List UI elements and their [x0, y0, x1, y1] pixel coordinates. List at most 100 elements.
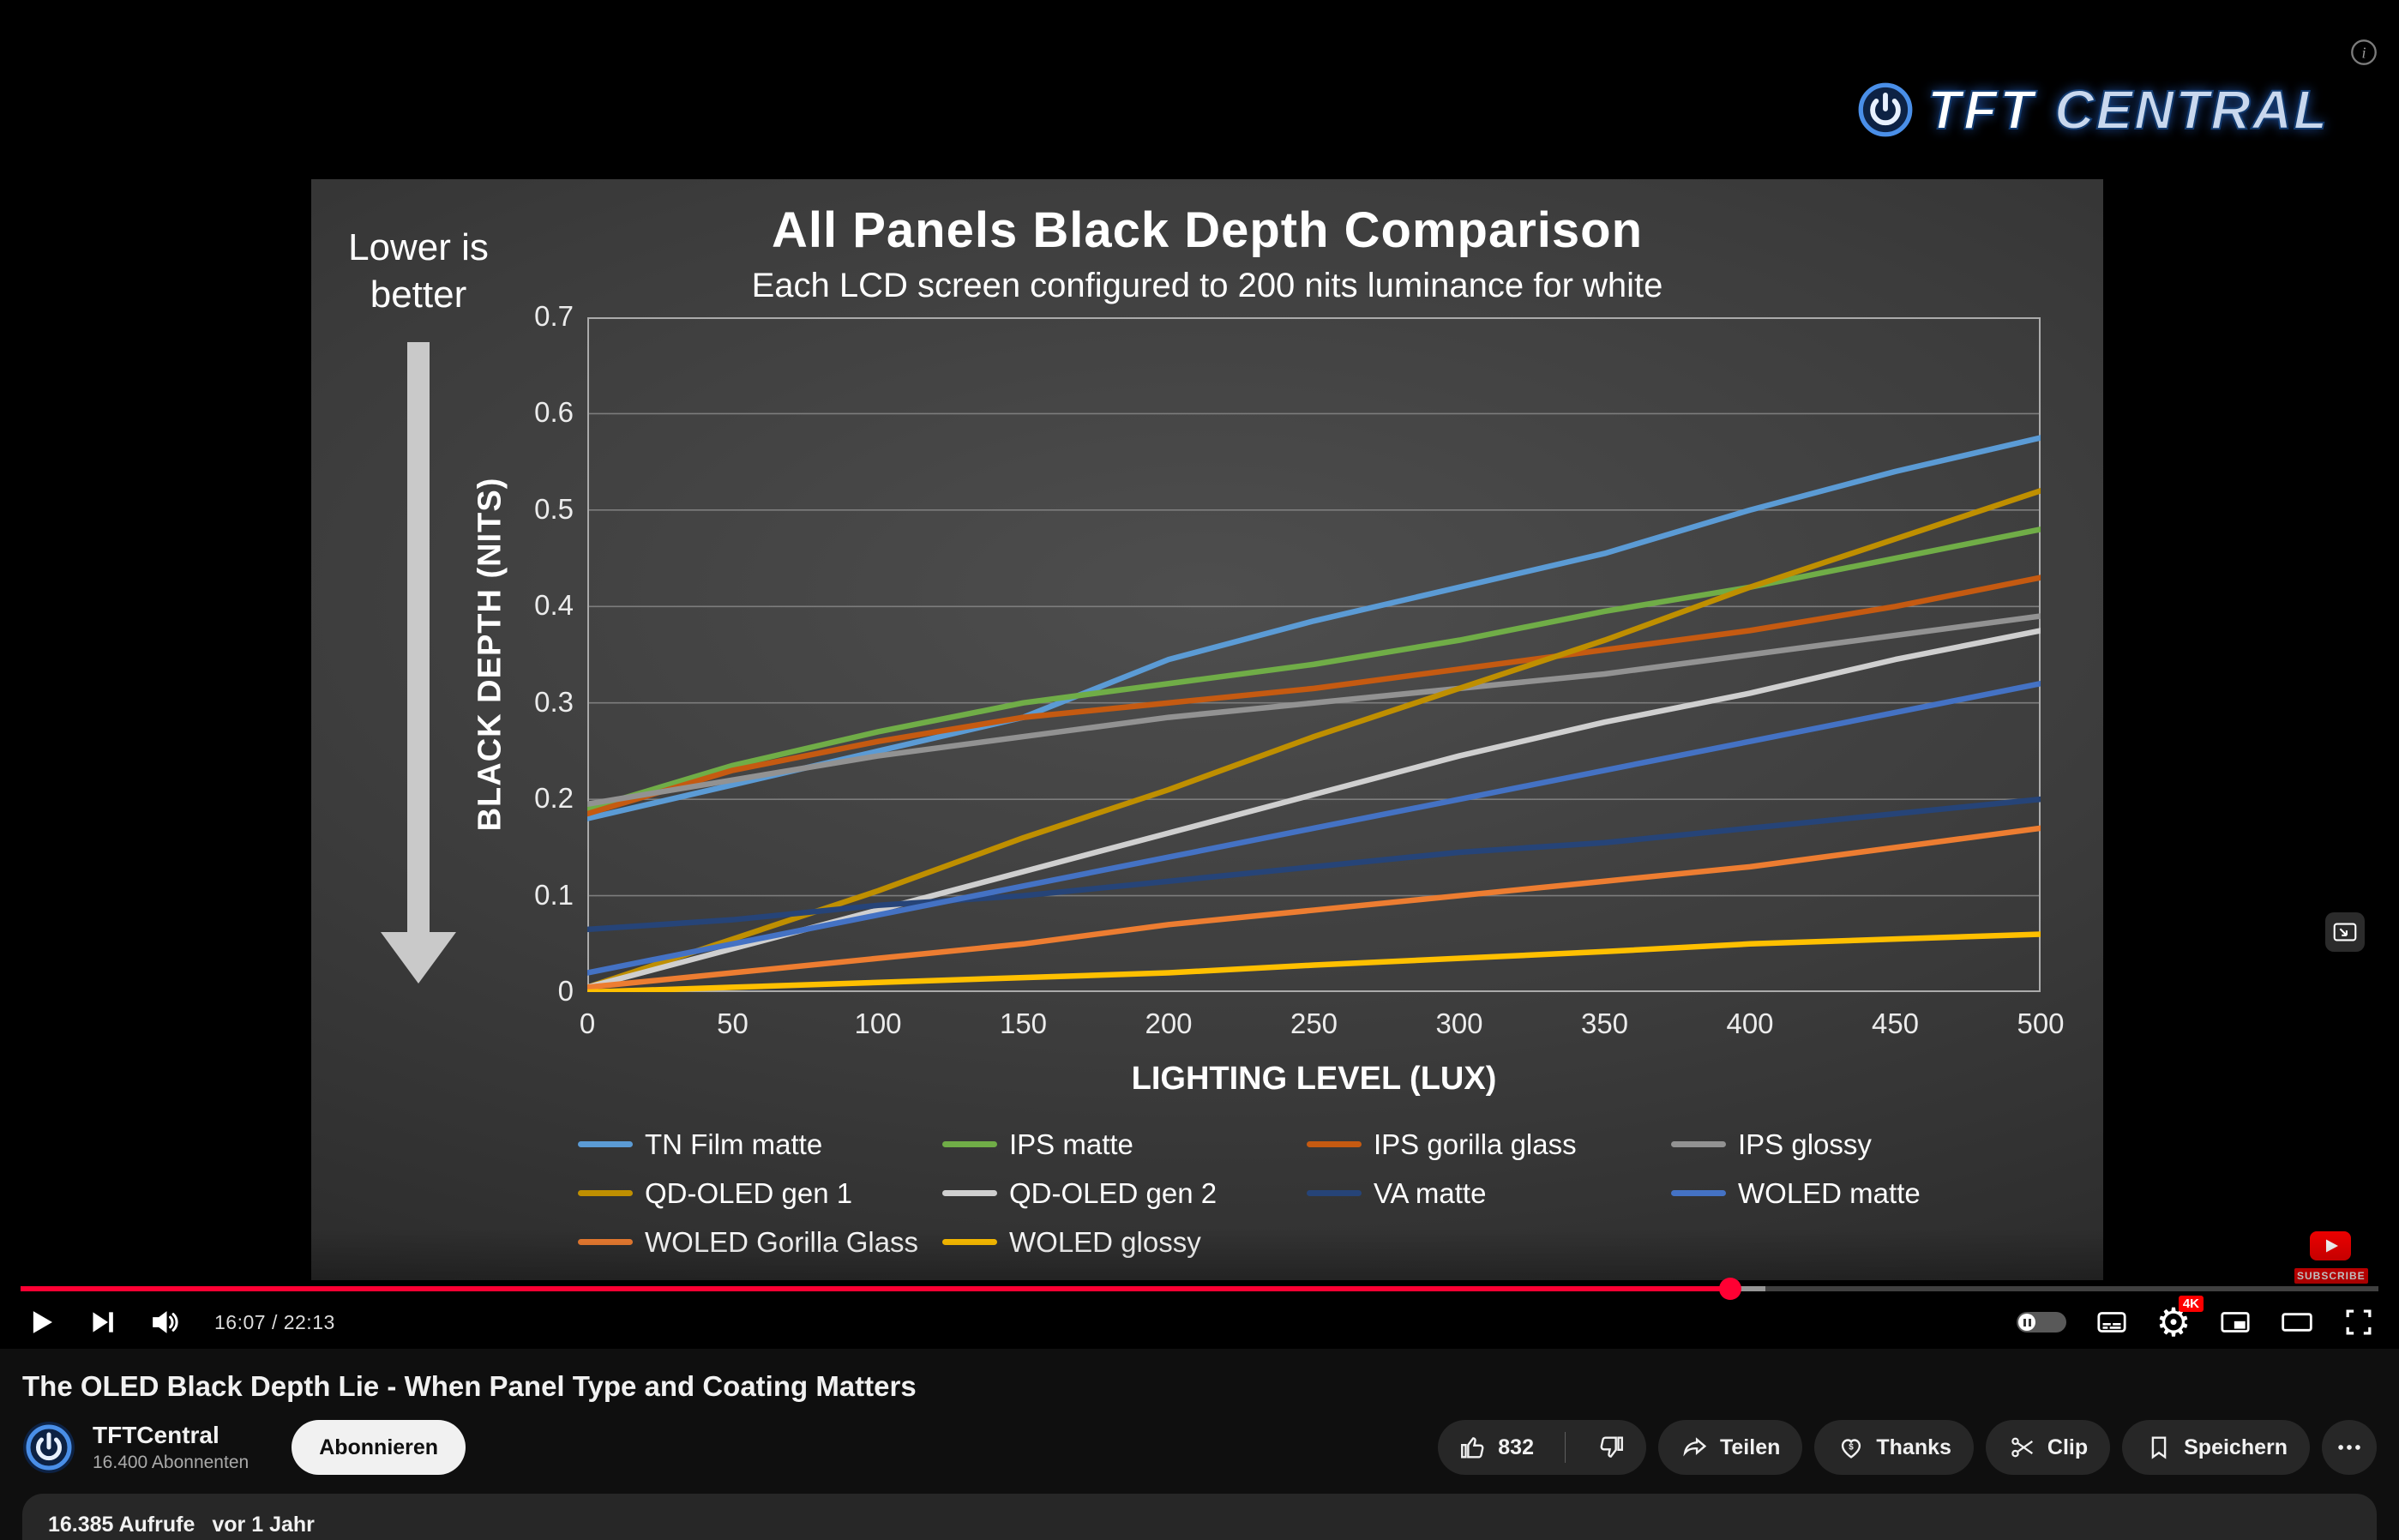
- series-va-matte: [587, 796, 2041, 933]
- channel-name[interactable]: TFTCentral: [93, 1422, 219, 1448]
- subtitles-button[interactable]: [2092, 1302, 2131, 1342]
- share-button[interactable]: Teilen: [1657, 1420, 1803, 1475]
- clip-label: Clip: [2047, 1435, 2089, 1459]
- series-ips-matte: [587, 526, 2041, 812]
- description-meta: 16.385 Aufrufe vor 1 Jahr: [48, 1513, 2351, 1537]
- thanks-label: Thanks: [1876, 1435, 1951, 1459]
- legend-swatch: [578, 1141, 633, 1147]
- channel-logo-icon: [23, 1422, 75, 1473]
- legend-label: WOLED glossy: [1009, 1225, 1201, 1258]
- theater-mode-button[interactable]: [2277, 1302, 2317, 1342]
- legend-label: QD-OLED gen 2: [1009, 1176, 1218, 1209]
- heart-icon: $: [1842, 1439, 1861, 1459]
- description-panel[interactable]: 16.385 Aufrufe vor 1 Jahr Testing and ev…: [22, 1494, 2377, 1540]
- legend-label: WOLED Gorilla Glass: [645, 1225, 919, 1258]
- fullscreen-button[interactable]: [2339, 1302, 2378, 1342]
- legend-label: IPS glossy: [1738, 1128, 1872, 1160]
- power-icon: [1858, 82, 1913, 137]
- legend-label: IPS gorilla glass: [1374, 1128, 1577, 1160]
- y-tick-label: 0.3: [534, 685, 574, 718]
- x-tick-label: 50: [717, 1008, 749, 1039]
- lower-is-better-annotation: Lower is better: [327, 224, 510, 984]
- like-dislike-pill: 832: [1438, 1420, 1646, 1475]
- x-tick-label: 400: [1726, 1008, 1774, 1039]
- black-depth-chart: All Panels Black Depth Comparison Each L…: [311, 179, 2103, 1280]
- series-woled-matte: [587, 680, 2041, 976]
- miniplayer-flyout-button[interactable]: [2325, 912, 2365, 952]
- y-tick-label: 0.7: [534, 300, 574, 332]
- legend-label: TN Film matte: [645, 1128, 823, 1160]
- thumb-up-icon: [1461, 1437, 1484, 1459]
- x-axis-title: LIGHTING LEVEL (LUX): [1131, 1061, 1497, 1097]
- legend-item: IPS matte: [942, 1120, 1307, 1169]
- logo-text-tft: TFT: [1927, 78, 2036, 141]
- channel-row: TFTCentral 16.400 Abonnenten Abonnieren: [22, 1417, 466, 1478]
- series-ips-glossy: [587, 613, 2041, 808]
- legend-label: WOLED matte: [1738, 1176, 1921, 1209]
- miniplayer-button[interactable]: [2216, 1302, 2255, 1342]
- series-qd-oled-gen-2: [587, 628, 2041, 990]
- progress-played: [21, 1286, 1730, 1291]
- clip-button[interactable]: Clip: [1985, 1420, 2111, 1475]
- subscribe-button[interactable]: Abonnieren: [292, 1420, 466, 1475]
- legend-label: QD-OLED gen 1: [645, 1176, 853, 1209]
- controls-left: 16:07 / 22:13: [21, 1302, 335, 1342]
- subscribe-watermark-label[interactable]: SUBSCRIBE: [2294, 1268, 2368, 1284]
- channel-avatar[interactable]: [22, 1421, 75, 1474]
- volume-button[interactable]: [144, 1302, 183, 1342]
- legend-item: WOLED Gorilla Glass: [578, 1218, 942, 1266]
- down-arrow-shaft: [407, 342, 430, 932]
- more-dots-icon: [2338, 1445, 2360, 1450]
- legend-item: WOLED glossy: [942, 1218, 1307, 1266]
- controls-right: ⚙ 4K: [2013, 1296, 2378, 1342]
- legend-swatch: [1307, 1141, 1362, 1147]
- thanks-button[interactable]: $ Thanks: [1814, 1420, 1974, 1475]
- legend-swatch: [942, 1239, 997, 1245]
- legend-item: TN Film matte: [578, 1120, 942, 1169]
- legend-swatch: [1307, 1190, 1362, 1196]
- channel-watermark[interactable]: SUBSCRIBE: [2294, 1231, 2368, 1284]
- thumb-down-icon: [1600, 1436, 1623, 1458]
- video-player[interactable]: TFT CENTRAL All Panels Black Depth Compa…: [0, 0, 2399, 1349]
- like-button[interactable]: 832: [1438, 1420, 1554, 1475]
- pill-divider: [1564, 1432, 1566, 1463]
- y-tick-label: 0.1: [534, 878, 574, 911]
- bookmark-icon: [2151, 1436, 2167, 1459]
- tftcentral-logo: TFT CENTRAL: [1857, 78, 2329, 141]
- plot-border: [587, 317, 2041, 992]
- autoplay-toggle[interactable]: [2013, 1302, 2070, 1342]
- chart-canvas: [587, 317, 2041, 992]
- dislike-button[interactable]: [1576, 1420, 1646, 1475]
- plot-area: [587, 317, 2041, 992]
- y-tick-label: 0.5: [534, 492, 574, 525]
- legend-item: IPS glossy: [1671, 1120, 2035, 1169]
- y-tick-label: 0.6: [534, 396, 574, 429]
- play-button[interactable]: [21, 1302, 60, 1342]
- x-tick-label: 250: [1290, 1008, 1338, 1039]
- settings-button[interactable]: ⚙ 4K: [2154, 1296, 2204, 1342]
- series-woled-glossy: [587, 931, 2041, 992]
- x-tick-label: 0: [579, 1008, 596, 1039]
- youtube-logo-icon: [2310, 1231, 2351, 1260]
- progress-scrubber[interactable]: [1718, 1278, 1741, 1300]
- y-tick-label: 0: [557, 975, 574, 1007]
- next-button[interactable]: [82, 1302, 122, 1342]
- legend-swatch: [578, 1239, 633, 1245]
- video-title: The OLED Black Depth Lie - When Panel Ty…: [22, 1370, 917, 1402]
- time-display: 16:07 / 22:13: [214, 1310, 335, 1333]
- x-tick-label: 100: [854, 1008, 902, 1039]
- quality-badge: 4K: [2178, 1296, 2204, 1312]
- x-tick-label: 200: [1145, 1008, 1193, 1039]
- upload-age: vor 1 Jahr: [212, 1513, 315, 1537]
- share-icon: [1683, 1437, 1707, 1457]
- save-button[interactable]: Speichern: [2122, 1420, 2310, 1475]
- progress-bar[interactable]: [21, 1278, 2378, 1300]
- legend-item: VA matte: [1307, 1169, 1671, 1218]
- svg-text:$: $: [1849, 1442, 1855, 1452]
- info-icon[interactable]: i: [2348, 36, 2380, 69]
- legend-label: VA matte: [1374, 1176, 1487, 1209]
- legend-swatch: [1671, 1141, 1726, 1147]
- down-arrow-head: [381, 932, 456, 984]
- logo-text-central: CENTRAL: [2053, 78, 2329, 141]
- more-actions-button[interactable]: [2322, 1420, 2377, 1475]
